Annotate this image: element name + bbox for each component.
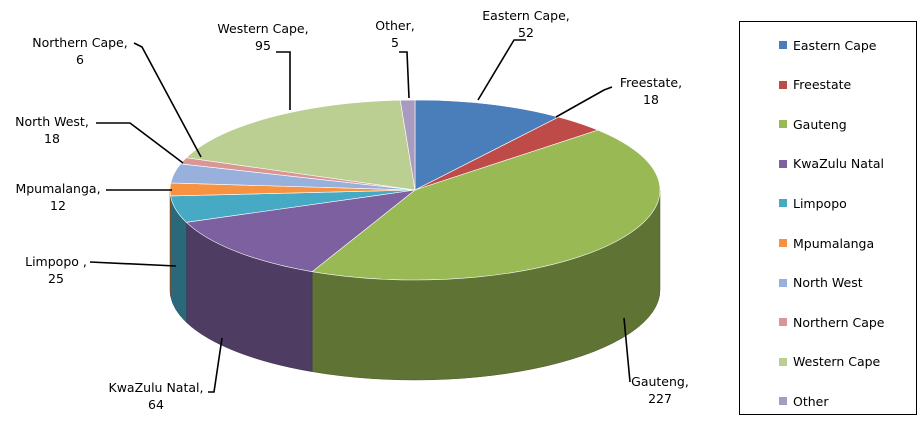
- legend-item-northern-cape: Northern Cape: [779, 313, 884, 331]
- data-label-limpopo: Limpopo ,: [25, 254, 87, 269]
- leader-line-kwazulu-natal: [208, 337, 223, 393]
- data-label-gauteng: Gauteng,: [631, 374, 689, 389]
- legend-item-limpopo: Limpopo: [779, 194, 847, 212]
- data-labels: Eastern Cape, 52 Freestate, 18 Gauteng, 227 Kw…: [15, 8, 689, 412]
- legend-item-western-cape: Western Cape: [779, 353, 880, 371]
- data-label-value-limpopo: 25: [48, 271, 64, 286]
- data-label-north-west: North West,: [15, 114, 89, 129]
- leader-line-other: [399, 51, 410, 99]
- legend-label-western-cape: Western Cape: [793, 354, 881, 370]
- legend-item-freestate: Freestate: [779, 76, 851, 94]
- data-label-value-eastern-cape: 52: [518, 25, 534, 40]
- leader-line-north-west: [96, 122, 184, 164]
- data-label-freestate: Freestate,: [620, 75, 682, 90]
- data-label-value-northern-cape: 6: [76, 52, 84, 67]
- data-label-value-kwazulu-natal: 64: [148, 397, 164, 412]
- data-label-kwazulu-natal: KwaZulu Natal,: [109, 380, 204, 395]
- legend-label-other: Other: [793, 393, 829, 409]
- data-label-value-other: 5: [391, 35, 399, 50]
- data-label-value-gauteng: 227: [648, 391, 672, 406]
- legend-swatch-western-cape: [779, 357, 787, 366]
- leader-line-northern-cape: [133, 42, 202, 158]
- legend-item-north-west: North West: [779, 274, 863, 292]
- legend-item-kwazulu-natal: KwaZulu Natal: [779, 155, 884, 173]
- data-label-western-cape: Western Cape,: [217, 21, 308, 36]
- data-label-northern-cape: Northern Cape,: [32, 35, 127, 50]
- data-label-eastern-cape: Eastern Cape,: [482, 8, 569, 23]
- legend-item-eastern-cape: Eastern Cape: [779, 36, 877, 54]
- leader-line-gauteng: [623, 317, 631, 383]
- legend-label-freestate: Freestate: [793, 77, 852, 93]
- legend-swatch-eastern-cape: [779, 41, 787, 49]
- pie-top: [169, 99, 661, 281]
- legend-label-limpopo: Limpopo: [793, 195, 847, 211]
- pie-slice-gauteng: [311, 129, 661, 281]
- legend-swatch-freestate: [779, 80, 787, 89]
- legend-swatch-other: [779, 397, 787, 406]
- chart-legend: Eastern Cape Freestate Gauteng KwaZulu Nata…: [739, 21, 917, 415]
- data-label-value-mpumalanga: 12: [50, 198, 66, 213]
- legend-item-mpumalanga: Mpumalanga: [779, 234, 874, 252]
- legend-label-gauteng: Gauteng: [793, 116, 847, 132]
- legend-label-mpumalanga: Mpumalanga: [793, 235, 875, 251]
- pie-sides: [169, 189, 661, 381]
- legend-label-eastern-cape: Eastern Cape: [793, 37, 877, 53]
- legend-swatch-northern-cape: [779, 318, 787, 327]
- legend-swatch-limpopo: [779, 199, 787, 208]
- pie-slice-western-cape: [185, 99, 416, 191]
- data-label-value-freestate: 18: [643, 92, 659, 107]
- leader-line-eastern-cape: [477, 39, 526, 101]
- legend-label-north-west: North West: [793, 275, 863, 291]
- legend-label-northern-cape: Northern Cape: [793, 314, 885, 330]
- legend-label-kwazulu-natal: KwaZulu Natal: [793, 156, 884, 172]
- legend-item-gauteng: Gauteng: [779, 115, 847, 133]
- pie-side-mpumalanga: [169, 189, 171, 296]
- pie-slice-kwazulu-natal: [185, 189, 417, 273]
- label-leader-lines: [89, 39, 631, 393]
- leader-line-limpopo: [89, 261, 177, 267]
- data-label-other: Other,: [375, 18, 414, 33]
- data-label-value-western-cape: 95: [255, 38, 271, 53]
- leader-line-western-cape: [276, 51, 291, 110]
- legend-swatch-kwazulu-natal: [779, 159, 787, 168]
- pie-slice-eastern-cape: [414, 99, 560, 191]
- legend-item-other: Other: [779, 392, 829, 410]
- legend-swatch-mpumalanga: [779, 239, 787, 247]
- data-label-mpumalanga: Mpumalanga,: [15, 181, 100, 196]
- legend-swatch-north-west: [779, 278, 787, 287]
- leader-line-freestate: [555, 86, 613, 118]
- pie-slice-other: [399, 99, 416, 191]
- legend-swatch-gauteng: [779, 120, 787, 129]
- data-label-value-north-west: 18: [44, 131, 60, 146]
